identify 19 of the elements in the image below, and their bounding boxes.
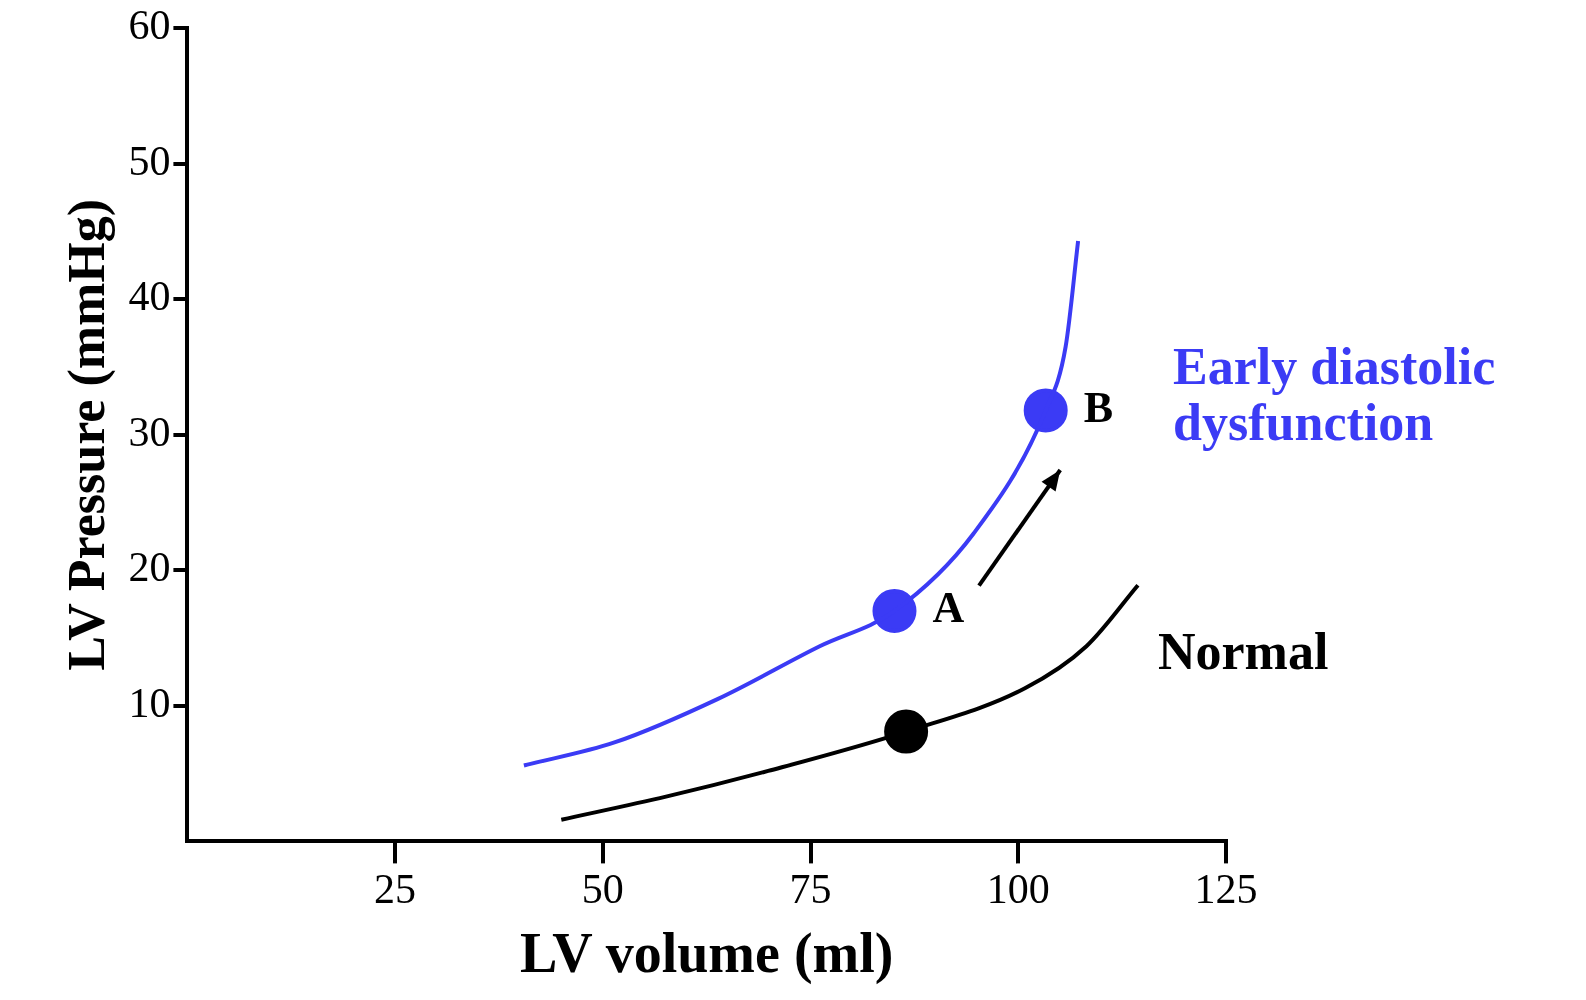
line-series	[559, 583, 1140, 822]
x-tick-label: 100	[986, 865, 1050, 912]
series-label: Normal	[1157, 622, 1329, 680]
text: Early diastolic dysfunction	[1173, 338, 1496, 452]
y-tick-label: 20	[128, 544, 171, 591]
x-tick-label: 50	[581, 865, 624, 912]
annotation: B	[1083, 382, 1114, 432]
y-tick-label: 30	[128, 408, 171, 455]
x-tick-label: 75	[789, 865, 832, 912]
y-tick-label: 10	[128, 679, 171, 726]
y-tick-label: 60	[128, 2, 171, 49]
y-tick-label: 40	[128, 273, 171, 320]
x-axis-title: LV volume (ml)	[520, 921, 894, 985]
y-tick-label: 50	[128, 137, 171, 184]
y-axis-title: LV Pressure (mmHg)	[57, 198, 116, 671]
annotation: A	[932, 583, 965, 633]
x-tick-label: 25	[374, 865, 417, 912]
x-tick-label: 125	[1194, 865, 1258, 912]
line-series	[521, 238, 1081, 768]
